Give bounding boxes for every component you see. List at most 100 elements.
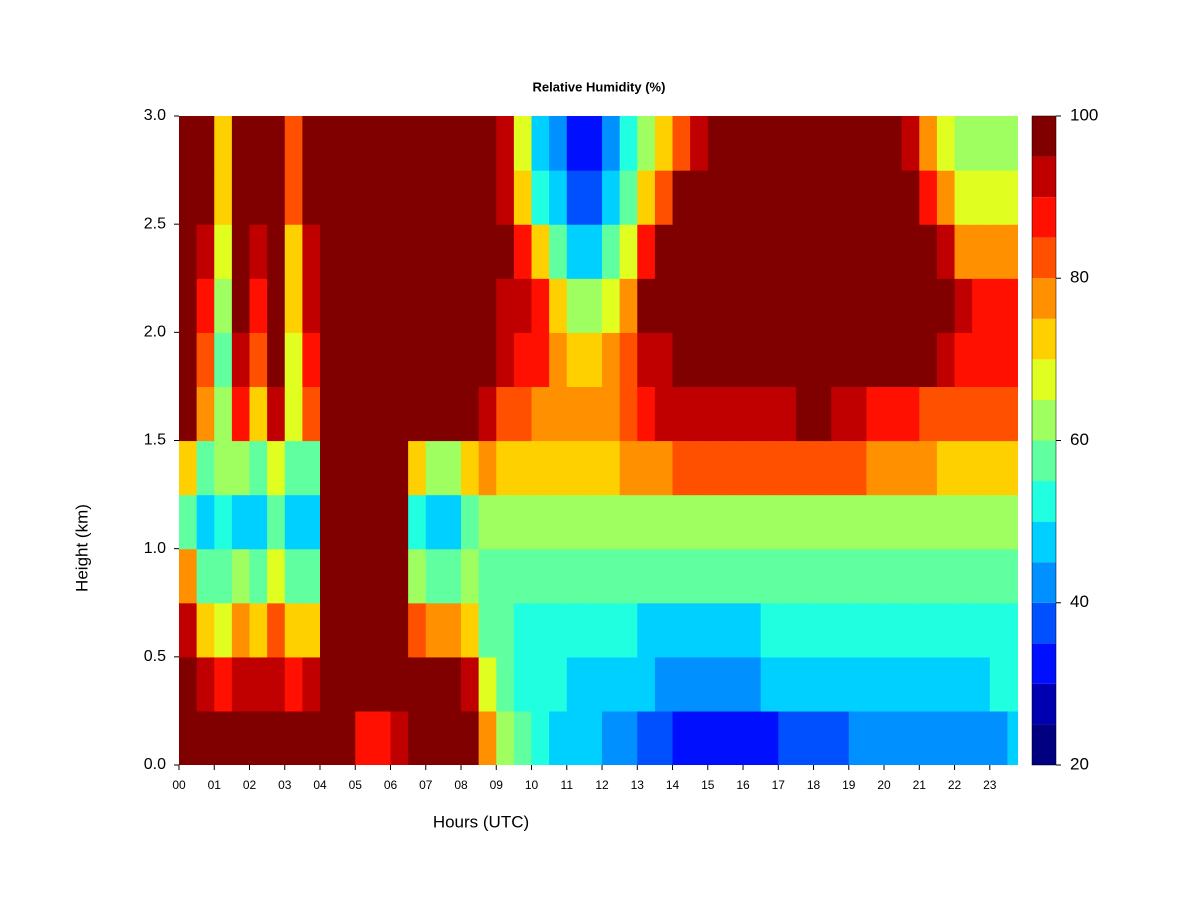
heat-cell (848, 386, 868, 442)
heat-cell (372, 116, 392, 171)
heat-cell (284, 386, 303, 442)
heat-cell (972, 170, 991, 225)
heat-cell (884, 548, 903, 604)
heat-cell (267, 332, 286, 388)
heat-cell (795, 170, 815, 225)
heat-cell (302, 440, 321, 496)
heat-cell (743, 224, 762, 279)
heat-cell (390, 440, 409, 496)
colorbar-swatch (1032, 643, 1056, 684)
heat-cell (760, 440, 779, 496)
heat-cell (355, 332, 374, 388)
heat-cell (302, 548, 321, 604)
heat-cell (866, 656, 885, 712)
heat-cell (901, 386, 920, 442)
heat-cell (267, 602, 286, 658)
heat-cell (443, 494, 462, 550)
heat-cell (866, 278, 885, 333)
heat-cell (320, 548, 339, 604)
heat-cell (972, 548, 991, 604)
heat-cell (513, 170, 533, 225)
heat-cell (954, 386, 973, 442)
heat-cell (584, 602, 603, 658)
heat-cell (214, 494, 233, 550)
heat-cell (549, 386, 568, 442)
heat-cell (602, 548, 621, 604)
heat-cell (813, 386, 832, 442)
x-tick-label: 01 (208, 778, 222, 792)
y-axis-label: Height (km) (72, 504, 91, 592)
heat-cell (496, 548, 515, 604)
heat-cell (743, 656, 762, 712)
heat-cell (743, 116, 762, 171)
heat-cell (743, 278, 762, 333)
heat-cell (496, 602, 515, 658)
heat-cell (954, 656, 973, 712)
heat-cell (408, 116, 427, 171)
heat-cell (936, 494, 956, 550)
heat-cell (989, 224, 1009, 279)
heat-cell (179, 170, 198, 225)
heat-cell (954, 116, 973, 171)
heat-cell (355, 602, 374, 658)
heat-cell (372, 440, 392, 496)
heat-cell (795, 224, 815, 279)
heat-cell (919, 224, 938, 279)
heat-cell (549, 548, 568, 604)
heat-cell (672, 224, 691, 279)
heat-cell (690, 332, 709, 388)
heat-cell (196, 116, 215, 171)
heat-cell (725, 116, 744, 171)
y-tick-label: 0.0 (144, 756, 166, 773)
x-tick-label: 16 (736, 778, 750, 792)
heat-cell (654, 278, 674, 333)
y-tick-label: 1.5 (144, 432, 166, 449)
heat-cell (813, 116, 832, 171)
heat-cell (972, 710, 991, 765)
heat-cell (320, 494, 339, 550)
heat-cell (478, 278, 497, 333)
x-tick-label: 20 (877, 778, 891, 792)
heat-cell (919, 494, 938, 550)
heat-cell (267, 170, 286, 225)
heat-cell (196, 602, 215, 658)
heat-cell (425, 710, 444, 765)
heat-cell (390, 386, 409, 442)
heat-cell (566, 116, 585, 171)
heat-cell (496, 170, 515, 225)
heat-cell (337, 224, 356, 279)
heat-cell (707, 224, 727, 279)
heat-cell (566, 602, 585, 658)
heat-cell (355, 224, 374, 279)
heat-cell (989, 440, 1009, 496)
heat-cell (954, 440, 973, 496)
heat-cell (831, 656, 850, 712)
heat-cell (602, 332, 621, 388)
heat-cell (513, 332, 533, 388)
heat-cell (337, 440, 356, 496)
heat-cell (531, 332, 550, 388)
heat-cell (884, 656, 903, 712)
heat-cell (654, 656, 674, 712)
heat-cell (231, 710, 251, 765)
heat-cell (866, 170, 885, 225)
heat-cell (901, 170, 920, 225)
heat-cell (743, 710, 762, 765)
heat-cell (743, 548, 762, 604)
heat-cell (901, 656, 920, 712)
heat-cell (707, 656, 727, 712)
heat-cell (919, 170, 938, 225)
heat-cell (566, 656, 585, 712)
heat-cell (179, 602, 198, 658)
heat-cell (549, 332, 568, 388)
heat-cell (478, 224, 497, 279)
heat-cell (743, 440, 762, 496)
heat-cell (1007, 548, 1018, 604)
heat-cell (337, 332, 356, 388)
y-tick-label: 2.0 (144, 324, 166, 341)
heat-cell (267, 116, 286, 171)
heat-cell (302, 710, 321, 765)
heat-cell (355, 116, 374, 171)
heat-cell (690, 494, 709, 550)
heat-cell (901, 548, 920, 604)
